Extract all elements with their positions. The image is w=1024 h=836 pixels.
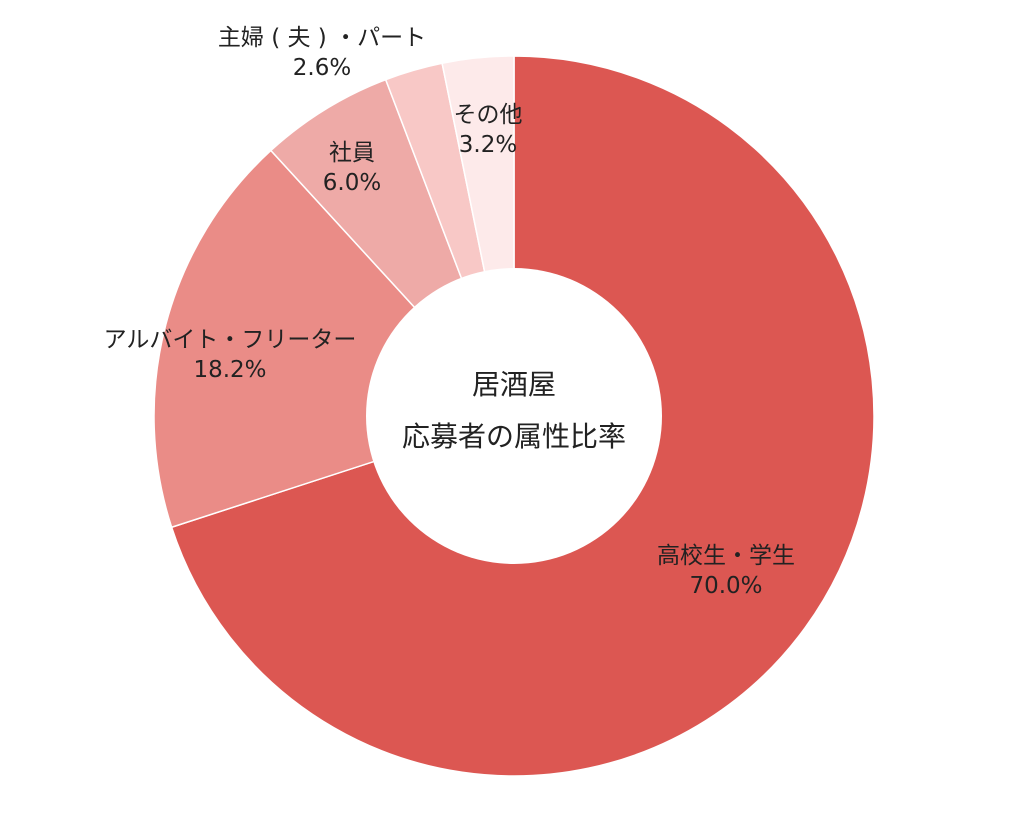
slice-label: 主婦 ( 夫 ) ・パート bbox=[218, 25, 426, 51]
center-title-line-1: 居酒屋 bbox=[472, 368, 556, 401]
slice-label: 高校生・学生 bbox=[657, 543, 795, 569]
slice-value-label: 70.0% bbox=[689, 573, 762, 599]
slice-value-label: 2.6% bbox=[293, 55, 351, 81]
chart-labels: 高校生・学生 70.0% アルバイト・フリーター 18.2% 社員 6.0% 主婦 ( 夫 … bbox=[104, 25, 795, 599]
slice-value-label: 18.2% bbox=[193, 357, 266, 383]
slice-value-label: 3.2% bbox=[459, 132, 517, 158]
donut-hole bbox=[366, 268, 662, 564]
slice-label: アルバイト・フリーター bbox=[104, 327, 357, 353]
slice-value-label: 6.0% bbox=[323, 170, 381, 196]
slice-label: その他 bbox=[454, 102, 523, 128]
slice-label: 社員 bbox=[329, 140, 375, 166]
center-title-line-2: 応募者の属性比率 bbox=[402, 420, 626, 453]
